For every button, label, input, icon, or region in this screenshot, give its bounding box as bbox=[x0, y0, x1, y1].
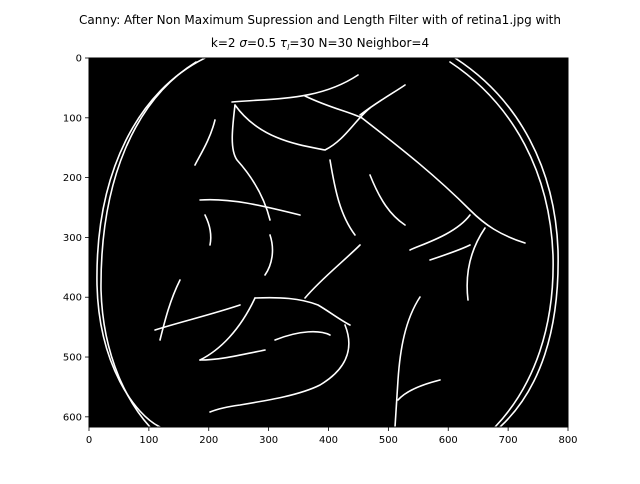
x-tick-label: 500 bbox=[379, 435, 398, 446]
x-tick-label: 300 bbox=[259, 435, 278, 446]
x-tick-label: 800 bbox=[558, 435, 577, 446]
vessel-17 bbox=[397, 379, 441, 401]
title-line-1: Canny: After Non Maximum Supression and … bbox=[79, 13, 561, 27]
vessel-3 bbox=[304, 95, 526, 244]
x-tick-label: 700 bbox=[499, 435, 518, 446]
vessel-1 bbox=[231, 74, 359, 103]
vessel-19 bbox=[199, 349, 266, 361]
y-tick-label: 200 bbox=[63, 173, 82, 184]
vessel-16 bbox=[394, 296, 421, 427]
vessel-20 bbox=[429, 244, 471, 261]
x-tick-label: 400 bbox=[319, 435, 338, 446]
x-tick-label: 600 bbox=[439, 435, 458, 446]
vessel-12 bbox=[254, 296, 351, 326]
vessel-9 bbox=[466, 227, 486, 301]
x-axis-ticks: 0 100 200 300 400 500 600 700 800 bbox=[86, 427, 578, 446]
retina-boundary-outer-2 bbox=[100, 61, 197, 427]
y-axis-ticks: 0 100 200 300 400 500 600 bbox=[63, 54, 89, 423]
x-tick-label: 200 bbox=[199, 435, 218, 446]
vessel-2 bbox=[234, 104, 371, 151]
title-tau-symbol: τ bbox=[280, 36, 288, 50]
image-background bbox=[89, 58, 568, 427]
retina-boundary-right bbox=[454, 58, 559, 427]
y-tick-label: 500 bbox=[63, 353, 82, 364]
vessel-11 bbox=[304, 244, 361, 299]
vessel-21 bbox=[159, 279, 181, 341]
vessel-7 bbox=[329, 159, 356, 236]
vessel-10 bbox=[409, 214, 471, 251]
retina-boundary-right-2 bbox=[449, 61, 554, 427]
x-tick-label: 0 bbox=[86, 435, 92, 446]
title-line-2: k=2 σ=0.5 τl=30 N=30 Neighbor=4 bbox=[211, 36, 429, 52]
vessel-6 bbox=[199, 198, 301, 216]
vessel-18 bbox=[274, 330, 331, 341]
y-tick-label: 300 bbox=[63, 233, 82, 244]
title-k: k=2 bbox=[211, 36, 239, 50]
vessel-13 bbox=[199, 297, 256, 361]
vessel-22 bbox=[194, 119, 216, 166]
image-area bbox=[89, 58, 568, 427]
vessel-4 bbox=[359, 84, 406, 116]
vessel-24 bbox=[264, 234, 274, 276]
y-tick-label: 600 bbox=[63, 412, 82, 423]
retina-boundary-outer bbox=[96, 58, 206, 427]
y-tick-label: 0 bbox=[76, 54, 82, 65]
vessel-5 bbox=[231, 104, 271, 221]
title-sigma-symbol: σ bbox=[239, 36, 247, 50]
vessel-8 bbox=[369, 174, 406, 226]
y-tick-label: 400 bbox=[63, 293, 82, 304]
title-tau-subscript: l bbox=[287, 43, 290, 52]
title-rest: =30 N=30 Neighbor=4 bbox=[289, 36, 429, 50]
vessel-23 bbox=[204, 214, 212, 246]
title-sigma-value: =0.5 bbox=[247, 36, 280, 50]
x-tick-label: 100 bbox=[139, 435, 158, 446]
y-tick-label: 100 bbox=[63, 113, 82, 124]
edge-map bbox=[96, 58, 559, 427]
vessel-15 bbox=[209, 324, 350, 413]
